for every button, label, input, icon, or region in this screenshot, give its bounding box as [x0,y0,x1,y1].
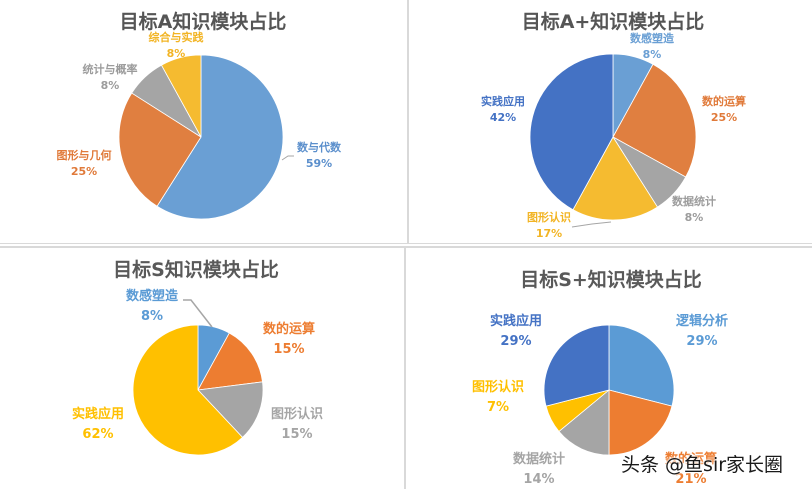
pie-slice [572,136,659,221]
pie-slice [197,332,263,391]
data-label-shudeyunsuan: 数的运算 15% [262,322,316,357]
data-label-tuxingrenshi: 图形认识 17% [527,211,571,240]
data-label-luojifenxi: 逻辑分析 29% [675,314,729,349]
data-label-shujutongji: 数据统计 14% [512,452,566,487]
data-label-shuganshuzao: 数感塑造 8% [630,32,674,61]
data-label-shuganshuzao: 数感塑造 8% [125,289,179,324]
data-label-shujutongji: 数据统计 8% [672,195,716,224]
pie-slice [156,54,284,220]
leader-line-a-shuyudaishu [281,155,294,161]
data-label-tongjiyugailv: 统计与概率 8% [82,63,138,92]
chart-title: 目标A+知识模块占比 [521,11,705,33]
leader-line-s-shuganshuzao [183,299,213,328]
data-label-tuxingyujihe: 图形与几何 25% [56,149,112,178]
pie-slice [608,324,675,407]
horizontal-divider-lower [0,246,812,248]
vertical-divider-top [407,0,409,243]
chart-title: 目标S+知识模块占比 [520,269,702,291]
pie-slice [529,53,614,211]
leader-line-aplus-tuxingrenshi [571,221,612,228]
pie-slice [543,324,610,407]
pie-slice [558,389,610,456]
data-label-shijianyingyong: 实践应用 62% [71,407,125,442]
horizontal-divider-upper [0,243,812,244]
data-label-tuxingrenshi: 图形认识 7% [471,380,525,415]
data-label-shijianyingyong: 实践应用 42% [481,95,525,124]
data-label-shudeyunsuan: 数的运算 21% [664,452,718,487]
chart-title: 目标S知识模块占比 [113,259,279,281]
data-label-shuyudaishu: 数与代数 59% [297,141,341,170]
pie-slice [118,92,202,207]
pie-slice [132,324,244,456]
pie-chart-target-s-plus [543,324,675,456]
pie-chart-target-a [118,54,284,220]
vertical-divider-bottom [404,248,406,489]
watermark-text: 头条 @鱼sir家长圈 [621,454,784,476]
pie-chart-target-a-plus [529,53,697,221]
data-label-tuxingrenshi: 图形认识 15% [270,407,324,442]
chart-title: 目标A知识模块占比 [119,11,287,33]
pie-chart-target-s [132,324,264,456]
pie-slice [160,54,202,138]
pie-slice [612,63,697,178]
data-label-shudeyunsuan: 数的运算 25% [702,95,746,124]
data-label-shijianyingyong: 实践应用 29% [489,314,543,349]
pie-slice [608,389,673,456]
pie-slice [197,381,264,438]
data-label-zongheyushijian: 综合与实践 8% [148,31,204,60]
